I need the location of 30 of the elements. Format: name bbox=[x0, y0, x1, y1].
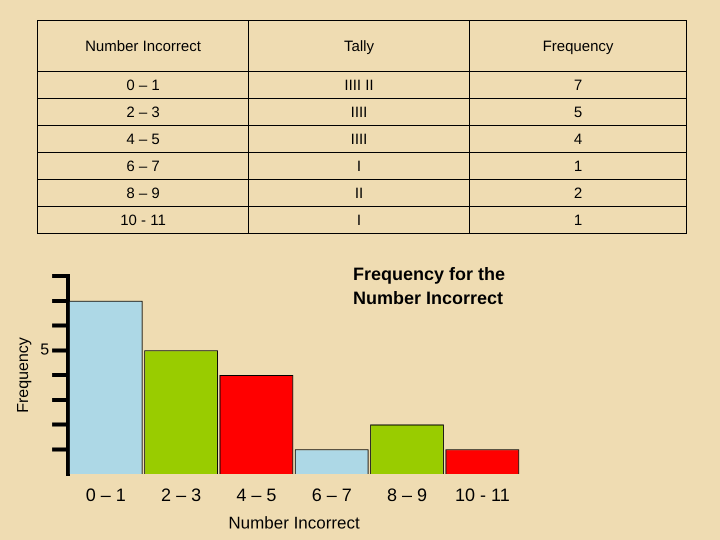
chart-title: Frequency for the Number Incorrect bbox=[353, 264, 506, 308]
text: 1 bbox=[470, 206, 686, 234]
text: 0 – 1 bbox=[38, 72, 248, 98]
text: II bbox=[248, 180, 470, 206]
text: 2 – 3 bbox=[38, 98, 248, 126]
x-tick-label: 0 – 1 bbox=[86, 484, 126, 505]
text: I bbox=[248, 152, 470, 180]
x-tick-label: 6 – 7 bbox=[312, 484, 352, 505]
text: Frequency bbox=[470, 20, 686, 72]
text: 1 bbox=[470, 152, 686, 180]
text: 7 bbox=[470, 72, 686, 98]
text: 5 bbox=[470, 98, 686, 126]
text: 4 bbox=[470, 126, 686, 152]
text: 8 – 9 bbox=[38, 180, 248, 206]
x-tick-label: 10 - 11 bbox=[454, 484, 510, 505]
x-tick-label: 8 – 9 bbox=[387, 484, 428, 505]
text: Tally bbox=[248, 20, 470, 72]
text: I bbox=[248, 206, 470, 234]
text: 4 – 5 bbox=[38, 126, 248, 152]
x-tick-label: 2 – 3 bbox=[161, 484, 202, 505]
text: IIII bbox=[248, 98, 470, 126]
y-axis-title: Frequency bbox=[15, 337, 32, 413]
x-axis-title: Number Incorrect bbox=[228, 513, 360, 532]
text: 6 – 7 bbox=[38, 152, 248, 180]
text: 10 - 11 bbox=[38, 206, 248, 234]
text: Number Incorrect bbox=[38, 20, 248, 72]
text: 2 bbox=[470, 180, 686, 206]
x-tick-label: 4 – 5 bbox=[236, 484, 276, 505]
text: IIII bbox=[248, 126, 470, 152]
text: IIII II bbox=[248, 72, 470, 98]
